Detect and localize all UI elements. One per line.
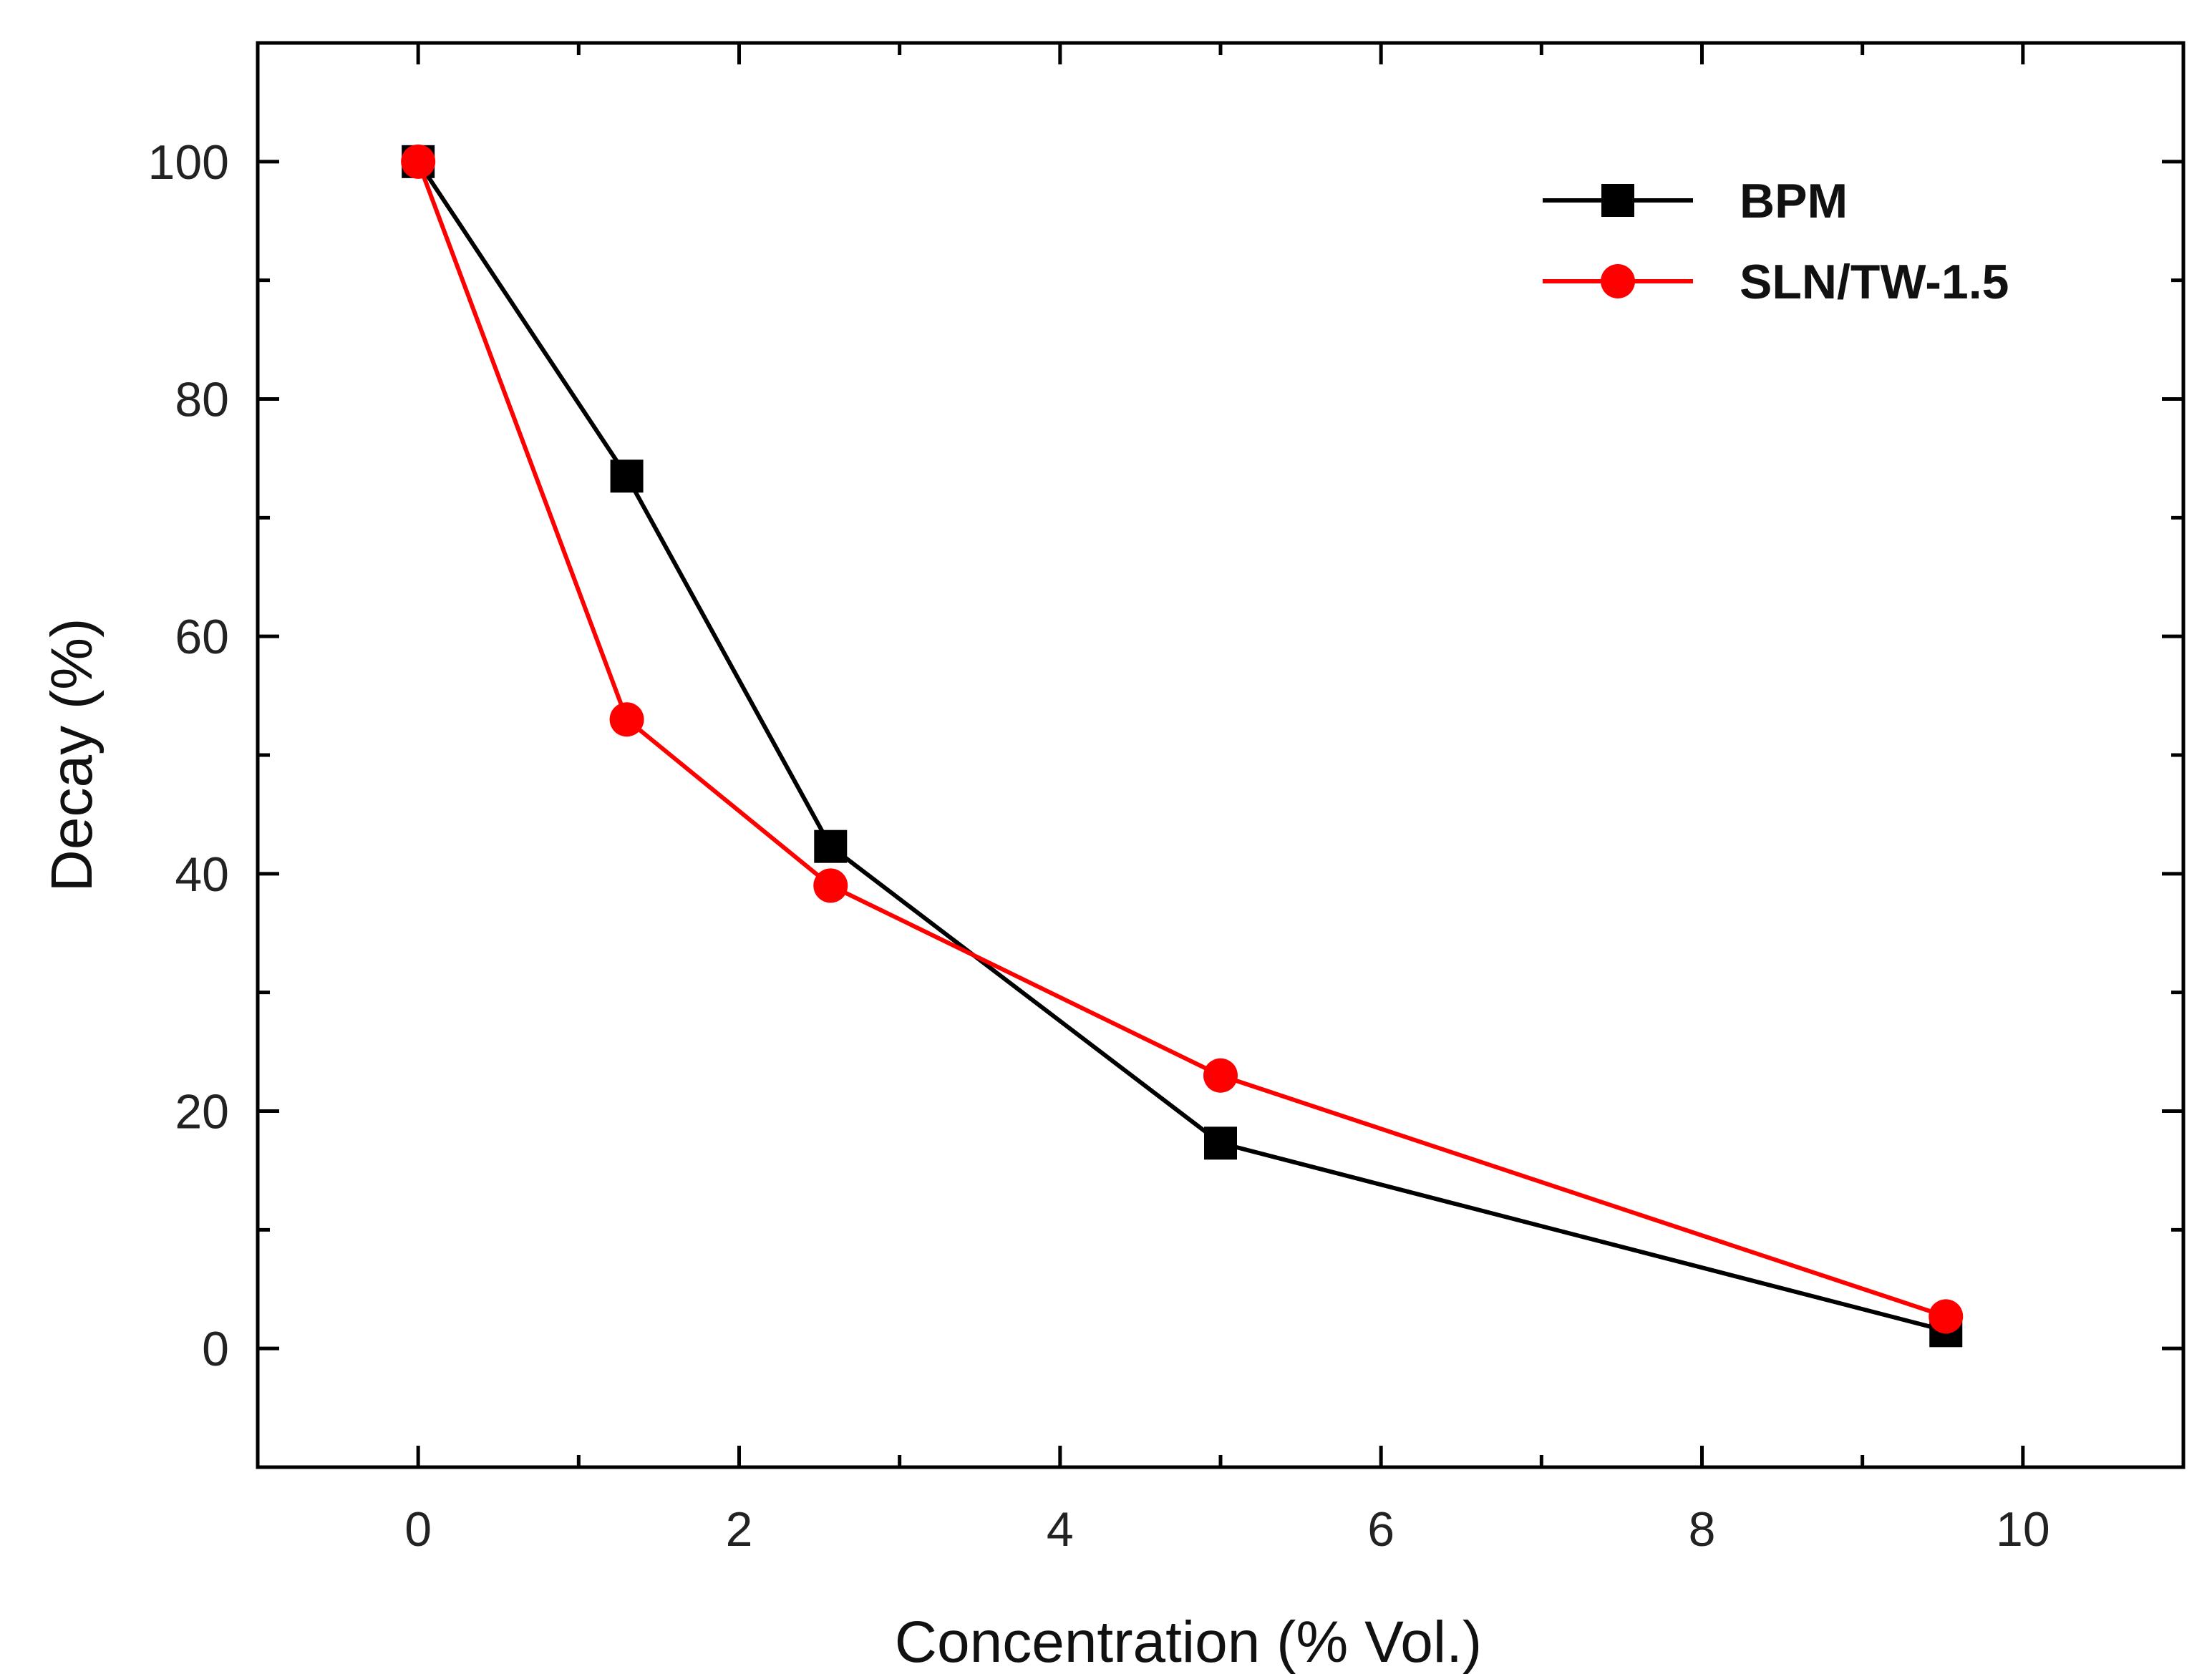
x-tick-label: 6 [1367,1502,1394,1557]
data-point-bpm [814,829,848,863]
data-point-sln-tw-1-5 [1203,1058,1238,1093]
legend: BPM SLN/TW-1.5 [1543,174,2009,309]
x-tick-label: 2 [726,1502,753,1557]
legend-marker-bpm [1601,184,1634,217]
y-tick-label: 40 [175,847,229,902]
series-line-sln-tw-1-5 [416,160,1947,1319]
y-axis-title: Decay (%) [39,618,105,892]
y-tick-label: 20 [175,1085,229,1139]
x-axis-title: Concentration (% Vol.) [895,1610,1482,1674]
y-tick-label: 80 [175,373,229,427]
data-point-bpm [1204,1126,1237,1160]
x-tick-label: 10 [1996,1502,2050,1557]
x-tick-label: 4 [1047,1502,1074,1557]
y-tick-label: 0 [202,1322,229,1376]
y-tick-label: 60 [175,610,229,664]
x-tick-label: 8 [1689,1502,1716,1557]
legend-label-sln-tw: SLN/TW-1.5 [1740,255,2009,309]
data-point-sln-tw-1-5 [1929,1299,1964,1334]
legend-label-bpm: BPM [1740,174,1848,228]
series-layer [401,144,1964,1348]
data-point-sln-tw-1-5 [609,702,644,737]
data-point-sln-tw-1-5 [401,144,436,179]
axis-ticks [258,43,2183,1467]
series-line-bpm [416,160,1946,1333]
data-point-sln-tw-1-5 [813,868,848,903]
y-tick-label: 100 [148,135,229,190]
data-point-bpm [610,459,644,493]
legend-marker-sln-tw [1601,264,1635,298]
x-tick-label: 0 [404,1502,432,1557]
